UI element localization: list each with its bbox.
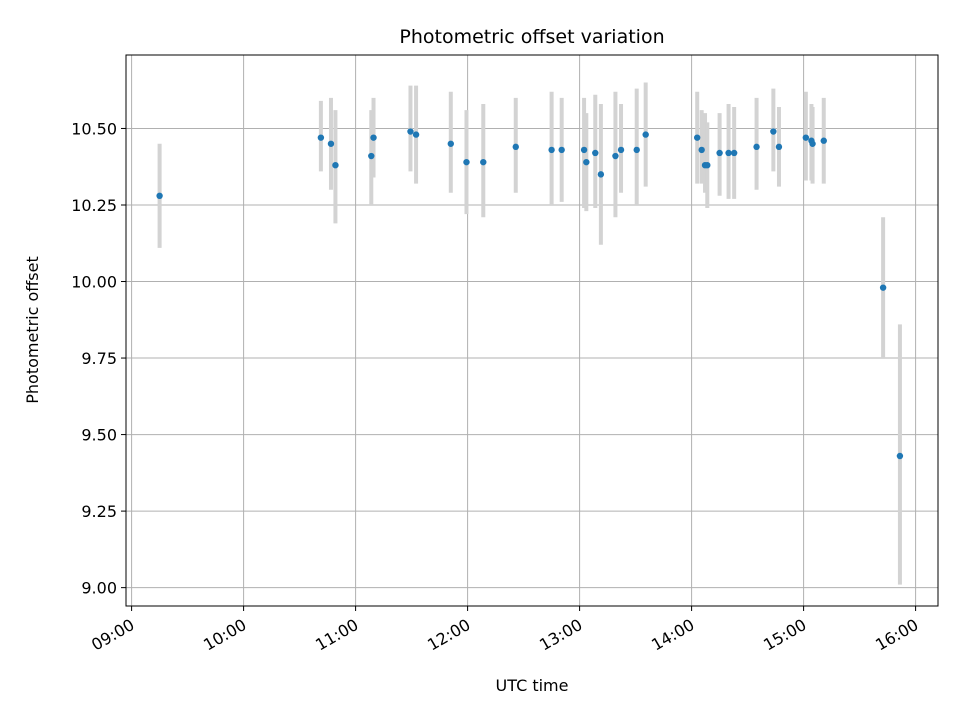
grid-lines — [126, 55, 938, 606]
y-tick-label: 10.50 — [71, 119, 117, 138]
x-axis-label: UTC time — [496, 676, 569, 695]
data-point — [694, 134, 701, 141]
data-point — [896, 452, 904, 460]
plot-frame — [125, 54, 939, 607]
data-point — [480, 158, 487, 166]
y-axis-label: Photometric offset — [23, 256, 42, 404]
data-point — [463, 158, 470, 166]
y-axis-ticks: 9.00 9.25 9.50 9.75 10.00 10.25 10.50 — [71, 119, 126, 598]
data-point — [716, 149, 723, 157]
data-point — [512, 143, 519, 151]
data-points — [156, 128, 904, 460]
data-point — [548, 146, 555, 154]
y-tick-label: 9.25 — [81, 502, 117, 521]
data-point — [156, 192, 163, 200]
data-point — [407, 128, 414, 135]
y-tick-label: 9.50 — [81, 426, 117, 445]
data-point — [642, 131, 649, 138]
data-point — [879, 284, 887, 291]
data-point — [770, 128, 777, 135]
data-point — [617, 146, 625, 154]
data-point — [370, 134, 377, 141]
data-point — [597, 171, 605, 178]
data-point — [447, 140, 454, 147]
data-point — [332, 162, 339, 169]
plot-area — [126, 55, 938, 606]
data-point — [412, 131, 420, 138]
chart-title: Photometric offset variation — [399, 26, 664, 48]
y-tick-label: 10.00 — [71, 273, 117, 292]
data-point — [592, 149, 599, 157]
data-point — [775, 143, 783, 151]
data-point — [558, 146, 565, 154]
data-point — [730, 149, 738, 157]
data-point — [317, 134, 325, 141]
y-tick-label: 9.75 — [81, 349, 117, 368]
data-point — [704, 162, 711, 169]
data-point — [583, 158, 590, 166]
data-point — [580, 146, 588, 154]
data-point — [698, 146, 705, 154]
y-tick-label: 10.25 — [71, 196, 117, 215]
data-point — [725, 149, 732, 157]
data-point — [612, 152, 619, 160]
data-point — [820, 137, 827, 144]
data-point — [368, 152, 375, 160]
data-point — [802, 134, 810, 141]
data-point — [753, 143, 760, 151]
data-point — [809, 140, 816, 147]
data-point — [327, 140, 335, 147]
data-point — [633, 146, 640, 154]
y-tick-label: 9.00 — [81, 579, 117, 598]
